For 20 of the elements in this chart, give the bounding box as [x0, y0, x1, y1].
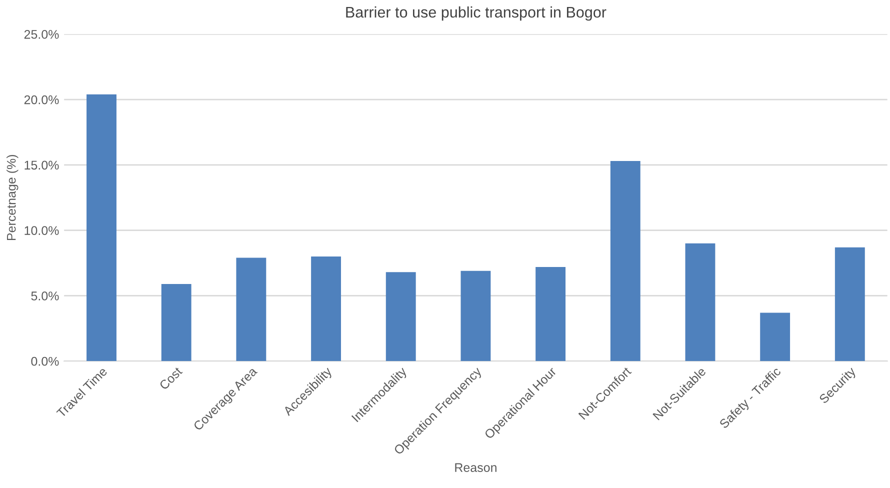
y-axis-title: Percetnage (%): [6, 154, 18, 240]
y-tick-label: 20.0%: [24, 95, 59, 104]
x-axis-title: Reason: [455, 463, 496, 472]
bar: [460, 270, 491, 362]
bar: [760, 312, 790, 362]
y-tick-label: 25.0%: [24, 30, 59, 39]
bar: [386, 272, 416, 362]
bar: [536, 266, 566, 362]
bar: [685, 243, 716, 362]
y-tick-label: 15.0%: [24, 160, 59, 170]
bar: [311, 256, 341, 362]
y-tick-label: 0.0%: [31, 356, 59, 366]
bar: [834, 247, 865, 362]
chart-title: Barrier to use public transport in Bogor: [346, 6, 606, 21]
bar: [236, 258, 266, 362]
y-tick-label: 5.0%: [31, 292, 59, 300]
bar: [161, 284, 192, 362]
y-tick-label: 10.0%: [24, 226, 59, 235]
bar: [610, 161, 640, 362]
bar: [86, 94, 116, 362]
